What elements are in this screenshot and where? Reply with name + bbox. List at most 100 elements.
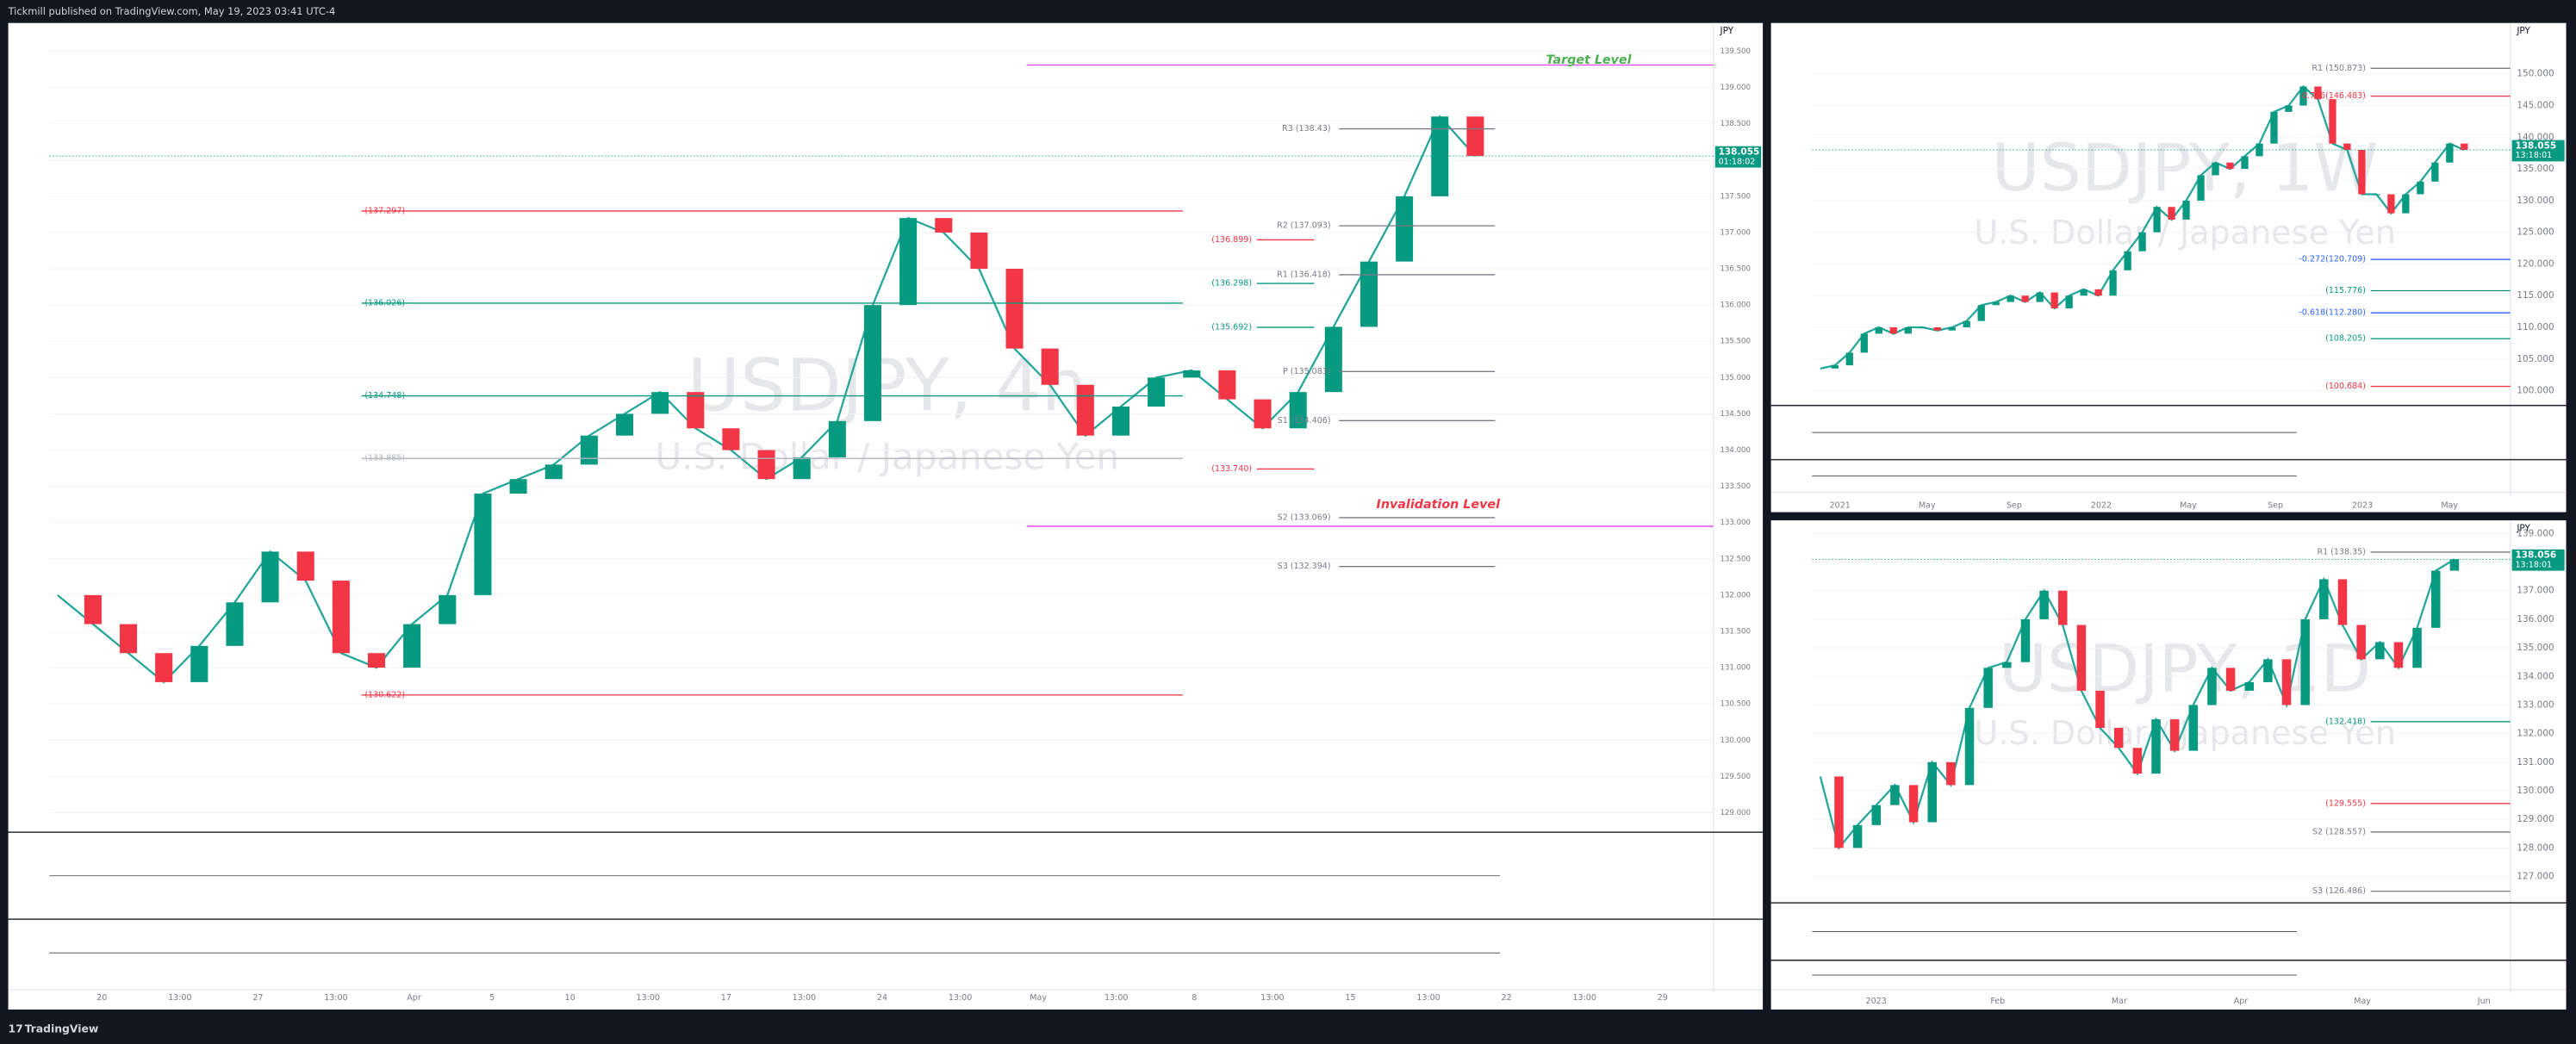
candle-body xyxy=(2076,625,2087,691)
x-tick-label: 17 xyxy=(721,993,731,1003)
annotation-text: Target Level xyxy=(1546,53,1632,67)
candle-body xyxy=(615,413,634,436)
y-tick-label: 133.500 xyxy=(1720,482,1751,491)
y-tick-label: 131.500 xyxy=(1720,627,1751,636)
x-tick-label: Feb xyxy=(1990,997,2005,1006)
level-label: (108.205) xyxy=(2325,334,2366,344)
y-tick-label: 131.000 xyxy=(1720,664,1751,673)
x-tick-label: Sep xyxy=(2007,500,2022,510)
price-tag-countdown: 13:18:01 xyxy=(2515,560,2552,569)
y-tick-label: 120.000 xyxy=(2517,258,2554,269)
candle-body xyxy=(544,464,563,480)
publisher-line: Tickmill published on TradingView.com, M… xyxy=(8,5,336,17)
y-tick-label: 136.500 xyxy=(1720,265,1751,274)
y-tick-label: 135.000 xyxy=(2517,643,2554,653)
chart-panel: USDJPY, 1WU.S. Dollar / Japanese YenJPY1… xyxy=(1770,22,2567,513)
candle-body xyxy=(1005,269,1024,349)
level-label: (136.899) xyxy=(1211,235,1252,245)
y-tick-label: 135.500 xyxy=(1720,338,1751,346)
y-tick-label: 110.000 xyxy=(2517,322,2554,332)
candle-body xyxy=(2431,162,2439,182)
candle-body xyxy=(439,594,457,625)
candle-body xyxy=(2299,86,2307,106)
level-label: (134.748) xyxy=(364,391,405,401)
y-tick-label: 150.000 xyxy=(2517,69,2554,79)
candle-body xyxy=(2387,194,2395,214)
level-label: R1 (150.873) xyxy=(2312,64,2365,73)
candle-body xyxy=(2449,559,2460,571)
candle-body xyxy=(1871,805,1882,825)
candle-body xyxy=(757,450,775,480)
level-label: (135.692) xyxy=(1211,323,1252,332)
price-line xyxy=(1820,84,2465,370)
candle-body xyxy=(2281,659,2292,705)
chart-panel: USDJPY, 4hU.S. Dollar / Japanese YenJPY1… xyxy=(8,22,1764,1010)
y-tick-label: 135.000 xyxy=(1720,374,1751,382)
price-tag xyxy=(2511,140,2565,162)
candle-body xyxy=(2461,143,2468,151)
candle-body xyxy=(155,653,173,682)
x-tick-label: Apr xyxy=(407,993,421,1003)
y-tick-label: 129.000 xyxy=(2517,814,2554,824)
candle-body xyxy=(332,581,350,654)
candle-body xyxy=(1852,824,1863,848)
candle-body xyxy=(793,457,811,480)
y-tick-label: 137.000 xyxy=(1720,228,1751,237)
candle-body xyxy=(2188,705,2199,751)
candle-body xyxy=(1324,326,1342,393)
candle-body xyxy=(2113,728,2124,749)
candle-body xyxy=(190,645,208,682)
candle-body xyxy=(1890,785,1900,805)
price-tag-countdown: 01:18:02 xyxy=(1719,157,1756,166)
candle-body xyxy=(1946,761,1956,786)
candle-body xyxy=(2314,86,2322,100)
candle-body xyxy=(1360,261,1378,327)
candle-body xyxy=(2039,590,2049,619)
y-tick-label: 135.000 xyxy=(2517,164,2554,174)
candle-body xyxy=(1875,326,1882,334)
y-tick-label: 137.500 xyxy=(1720,192,1751,201)
x-tick-label: 2022 xyxy=(2091,500,2112,510)
candle-body xyxy=(2065,295,2073,308)
candle-body xyxy=(1977,305,1985,321)
candle-body xyxy=(2241,156,2249,170)
y-tick-label: 130.000 xyxy=(2517,196,2554,206)
x-tick-label: 29 xyxy=(1658,993,1668,1003)
candle-body xyxy=(2021,295,2029,302)
x-tick-label: 22 xyxy=(1502,993,1512,1003)
candle-body xyxy=(2058,590,2068,625)
level-label: (136.026) xyxy=(364,298,405,308)
candle-body xyxy=(2263,659,2273,682)
x-tick-label: May xyxy=(2441,500,2458,510)
candle-body xyxy=(2343,143,2351,151)
level-label: (100.684) xyxy=(2325,382,2366,391)
candle-body xyxy=(2373,194,2380,196)
candle-body xyxy=(1983,668,1993,708)
candle-body xyxy=(403,624,421,668)
candle-body xyxy=(119,624,138,654)
x-tick-label: 13:00 xyxy=(324,993,347,1003)
panel-background xyxy=(8,22,1764,1010)
candle-body xyxy=(722,428,740,451)
y-tick-label: 134.000 xyxy=(2517,671,2554,681)
currency-label: JPY xyxy=(2516,524,2530,534)
candle-body xyxy=(1466,116,1484,157)
level-label: (136.298) xyxy=(1211,279,1252,289)
level-label: S2 (128.557) xyxy=(2312,827,2366,836)
candle-body xyxy=(2036,292,2044,302)
candle-body xyxy=(2095,690,2105,729)
level-label: (132.418) xyxy=(2325,717,2366,726)
x-tick-label: 13:00 xyxy=(168,993,191,1003)
x-tick-label: May xyxy=(2180,500,2197,510)
candle-body xyxy=(1396,196,1414,262)
candle-body xyxy=(970,232,988,270)
candle-body xyxy=(1908,785,1919,823)
level-label: S2 (133.069) xyxy=(1278,513,1331,522)
watermark-symbol: USDJPY, 1D xyxy=(1999,630,2371,706)
watermark-symbol: USDJPY, 4h xyxy=(688,344,1087,428)
x-tick-label: 5 xyxy=(489,993,495,1003)
watermark-symbol: USDJPY, 1W xyxy=(1992,129,2379,206)
candle-body xyxy=(2446,143,2454,163)
candle-body xyxy=(2002,662,2012,668)
